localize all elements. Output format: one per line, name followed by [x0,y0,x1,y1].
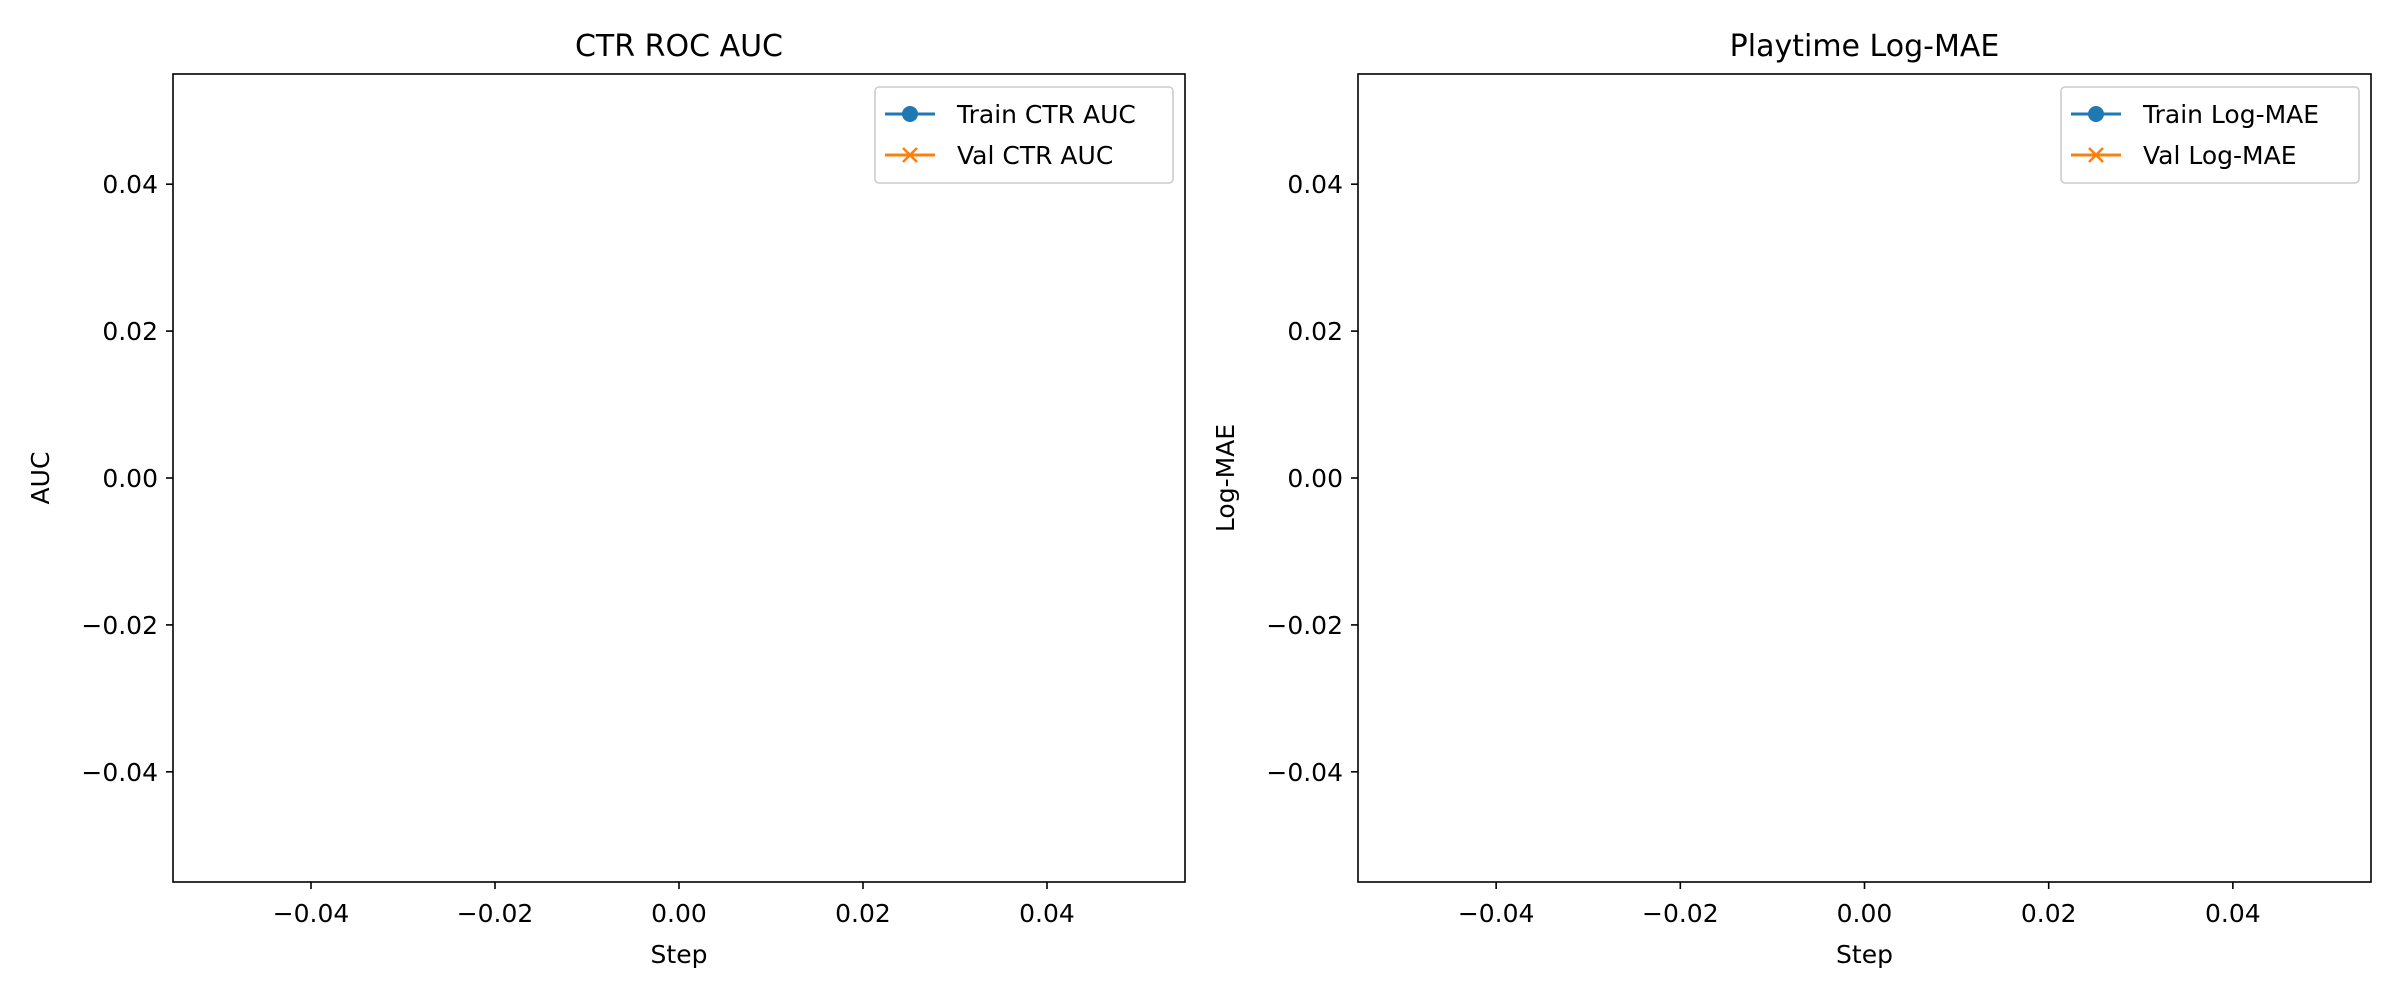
chart-title: Playtime Log-MAE [1730,29,2000,64]
y-tick-label: 0.00 [102,464,158,493]
y-tick-label: −0.02 [1266,611,1343,640]
x-tick-label: 0.04 [1019,899,1075,928]
x-tick-label: −0.04 [1458,899,1535,928]
x-tick-label: 0.02 [2021,899,2077,928]
legend-box [2060,86,2360,184]
y-tick-label: 0.04 [102,170,158,199]
x-axis-label: Step [651,940,708,969]
legend: Train Log-MAE Val Log-MAE [2060,86,2360,184]
x-tick-label: 0.02 [835,899,891,928]
y-tick-label: −0.04 [81,758,158,787]
y-tick-label: −0.02 [81,611,158,640]
legend-label: Train Log-MAE [2142,100,2319,129]
x-tick-label: −0.02 [1642,899,1719,928]
legend-marker-circle [902,106,918,122]
legend-marker-x [902,147,918,163]
plot-frame [172,73,1186,883]
legend-marker-circle [2088,106,2104,122]
subplot-2: Playtime Log-MAE −0.04 −0.02 0.00 0.02 0.04 −0… [1211,29,2372,969]
x-axis-label: Step [1836,940,1893,969]
x-tick-label: −0.02 [457,899,534,928]
y-tick-label: 0.00 [1287,464,1343,493]
y-tick-label: 0.02 [1287,317,1343,346]
x-tick-label: 0.00 [651,899,707,928]
x-tick-label: 0.00 [1837,899,1893,928]
y-tick-label: 0.02 [102,317,158,346]
plot-frame [1357,73,2372,883]
legend-box [874,86,1174,184]
subplot-1: CTR ROC AUC −0.04 −0.02 0.00 0.02 0.04 −0.04 −0… [26,29,1186,969]
legend: Train CTR AUC Val CTR AUC [874,86,1174,184]
x-tick-label: −0.04 [273,899,350,928]
y-tick-label: 0.04 [1287,170,1343,199]
legend-label: Train CTR AUC [956,100,1136,129]
legend-label: Val CTR AUC [957,141,1113,170]
legend-label: Val Log-MAE [2143,141,2297,170]
y-axis-label: AUC [26,452,55,505]
chart-title: CTR ROC AUC [575,29,783,64]
y-tick-label: −0.04 [1266,758,1343,787]
x-tick-label: 0.04 [2205,899,2261,928]
legend-marker-x [2088,147,2104,163]
y-axis-label: Log-MAE [1211,424,1240,532]
